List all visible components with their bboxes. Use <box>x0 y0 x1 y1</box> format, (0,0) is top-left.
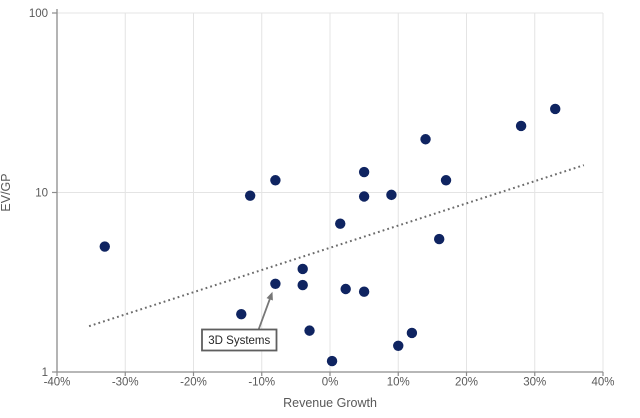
data-point <box>393 340 404 351</box>
data-point <box>326 355 338 367</box>
x-tick-label: -30% <box>112 377 139 389</box>
data-point <box>406 327 418 339</box>
data-point <box>358 286 370 297</box>
data-point <box>236 308 247 320</box>
data-point <box>358 166 370 178</box>
data-point <box>386 189 397 201</box>
data-point <box>297 263 308 275</box>
data-point <box>440 175 452 186</box>
x-tick-label: -10% <box>248 377 275 389</box>
data-point <box>358 191 370 202</box>
annotation-callout: 3D Systems <box>201 291 278 352</box>
x-tick-label: -20% <box>180 377 207 389</box>
data-point <box>434 233 445 245</box>
data-point <box>297 279 308 291</box>
data-point <box>335 218 346 229</box>
x-tick-label: 0% <box>322 377 339 389</box>
data-point <box>304 325 315 336</box>
annotation-arrow-head <box>266 291 273 301</box>
annotation-arrow-line <box>257 297 272 330</box>
data-point <box>420 134 431 145</box>
x-axis-title: Revenue Growth <box>283 396 377 410</box>
tick-labels: -40% -30% -20% -10% 0% 10% 20% 30% 40% 1 10 100 <box>29 8 615 389</box>
x-tick-label: 20% <box>455 377 478 389</box>
y-tick-label: 100 <box>29 8 48 20</box>
data-point <box>270 278 281 290</box>
data-point <box>550 103 561 115</box>
annotation-label: 3D Systems <box>208 335 270 347</box>
gridlines <box>57 12 604 372</box>
x-tick-label: 10% <box>387 377 410 389</box>
dotted-trendline <box>88 164 585 328</box>
data-point <box>270 175 281 186</box>
data-point <box>340 283 351 295</box>
trendline <box>88 164 585 328</box>
annotation-box <box>201 328 278 352</box>
data-point <box>99 241 110 252</box>
x-tick-label: 40% <box>591 377 614 389</box>
y-tick-label: 1 <box>42 367 48 379</box>
x-tick-label: 30% <box>523 377 546 389</box>
axes <box>52 9 604 376</box>
y-axis-title: EV/GP <box>0 173 13 211</box>
data-point <box>515 120 527 132</box>
data-points <box>99 103 561 367</box>
data-point <box>244 190 256 201</box>
y-tick-label: 10 <box>35 188 48 200</box>
x-tick-label: -40% <box>44 377 71 389</box>
